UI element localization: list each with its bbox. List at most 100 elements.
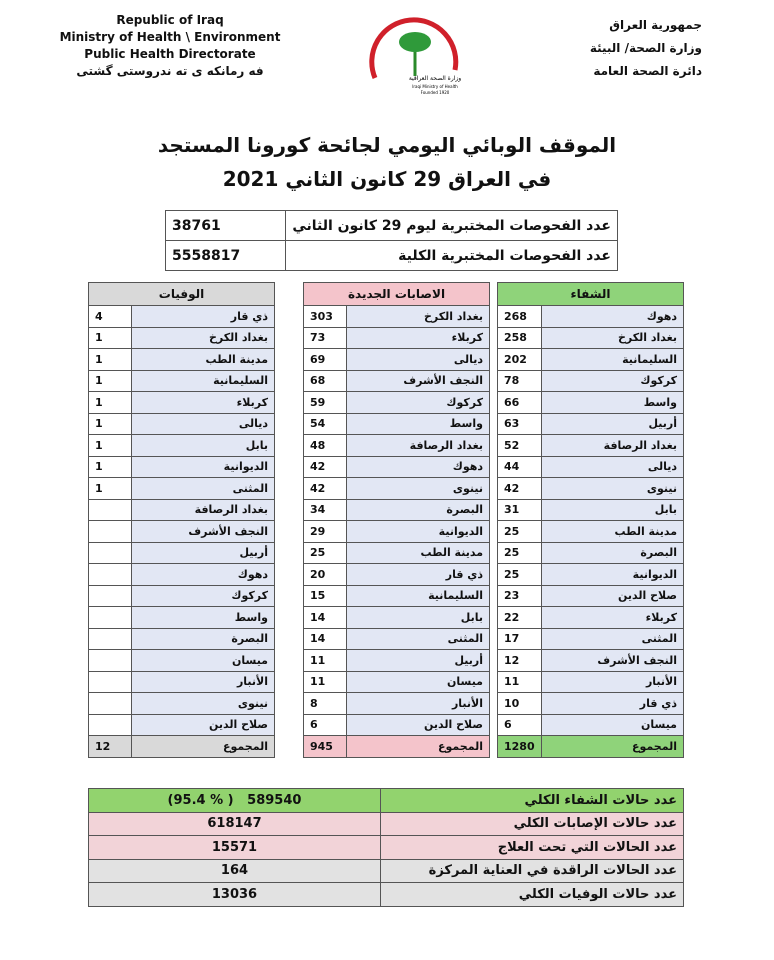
table-row: صلاح الدين 6	[303, 713, 490, 736]
region-value: 1	[88, 434, 132, 457]
table-row: ذي قار 20	[303, 563, 490, 586]
table-row: دهوك	[88, 563, 275, 586]
region-value: 23	[497, 584, 542, 607]
summary-table: عدد حالات الشفاء الكلي (95.4 % ) 589540 عد…	[88, 788, 684, 907]
region-name: البصرة	[540, 541, 685, 564]
region-name: صلاح الدين	[540, 584, 685, 607]
table-row: بابل 1	[88, 434, 275, 457]
region-value: 20	[303, 563, 347, 586]
region-name: بغداد الكرخ	[540, 326, 685, 349]
region-name: بغداد الرصافة	[131, 498, 275, 521]
table-header: الوفيات	[88, 282, 275, 306]
summary-label: عدد حالات الإصابات الكلي	[380, 811, 684, 836]
region-value: 1	[88, 348, 132, 371]
table-row: واسط	[88, 606, 275, 629]
region-value: 63	[497, 412, 542, 435]
region-value: 1	[88, 391, 132, 414]
region-value: 6	[497, 713, 542, 736]
region-name: كركوك	[346, 391, 490, 414]
table-row: كركوك 59	[303, 391, 490, 414]
region-name: المثنى	[540, 627, 685, 650]
summary-value-cell: 618147	[88, 811, 381, 836]
region-value: 17	[497, 627, 542, 650]
region-name: الديوانية	[131, 455, 275, 478]
header-line: فه رمانكه ى ته ندروستى گشتى	[76, 64, 264, 78]
region-value	[88, 606, 132, 629]
region-value	[88, 713, 132, 736]
summary-value-cell: (95.4 % ) 589540	[88, 788, 381, 813]
region-name: مدينة الطب	[540, 520, 685, 543]
region-name: كربلاء	[131, 391, 275, 414]
summary-label: عدد الحالات الراقدة في العناية المركزة	[380, 858, 684, 883]
region-name: السليمانية	[131, 369, 275, 392]
total-value: 12	[88, 735, 132, 758]
table-row: كركوك 78	[497, 369, 685, 392]
region-name: السليمانية	[540, 348, 685, 371]
logo-arc	[369, 17, 459, 79]
table-row: نينوى 42	[497, 477, 685, 500]
total-row: المجموع 1280	[497, 735, 685, 758]
header-right: جمهورية العراق وزارة الصحة/ البيئة دائرة ا…	[590, 14, 702, 83]
region-value: 25	[497, 520, 542, 543]
table-row: أربيل 63	[497, 412, 685, 435]
table-row: الديوانية 29	[303, 520, 490, 543]
total-value: 1280	[497, 735, 542, 758]
tests-row: عدد الفحوصات المختبرية الكلية 5558817	[164, 240, 618, 271]
table-row: ميسان	[88, 649, 275, 672]
region-value: 10	[497, 692, 542, 715]
tests-label: عدد الفحوصات المختبرية الكلية	[285, 240, 618, 271]
region-value: 31	[497, 498, 542, 521]
summary-value-cell: 13036	[88, 882, 381, 907]
table-row: الديوانية 1	[88, 455, 275, 478]
header-left: Republic of Iraq Ministry of Health \ Env…	[40, 12, 300, 80]
region-value: 42	[497, 477, 542, 500]
summary-row: عدد حالات الشفاء الكلي (95.4 % ) 589540	[88, 788, 684, 813]
region-name: بغداد الكرخ	[346, 305, 490, 328]
region-name: صلاح الدين	[131, 713, 275, 736]
region-value: 78	[497, 369, 542, 392]
summary-value-cell: 164	[88, 858, 381, 883]
region-name: نينوى	[131, 692, 275, 715]
region-name: النجف الأشرف	[346, 369, 490, 392]
region-name: مدينة الطب	[131, 348, 275, 371]
table-header-row: الاصابات الجديدة	[303, 282, 490, 306]
region-name: نينوى	[346, 477, 490, 500]
region-value	[88, 563, 132, 586]
region-value: 6	[303, 713, 347, 736]
region-value: 1	[88, 412, 132, 435]
region-value: 48	[303, 434, 347, 457]
region-name: المثنى	[346, 627, 490, 650]
title-line: في العراق 29 كانون الثاني 2021	[222, 167, 552, 191]
table-row: بابل 31	[497, 498, 685, 521]
title-line: الموقف الوبائي اليومي لجائحة كورونا المس…	[157, 133, 617, 157]
logo-text: وزارة الصحة العراقية	[409, 75, 461, 82]
region-value	[88, 670, 132, 693]
header-line: جمهورية العراق	[609, 18, 702, 32]
summary-label: عدد حالات الوفيات الكلي	[380, 882, 684, 907]
table-row: السليمانية 1	[88, 369, 275, 392]
region-name: دهوك	[540, 305, 685, 328]
summary-label: عدد الحالات التي تحت العلاج	[380, 835, 684, 860]
logo: وزارة الصحة العراقية Iraqi Ministry of H…	[369, 17, 461, 95]
table-row: كربلاء 1	[88, 391, 275, 414]
region-value: 25	[303, 541, 347, 564]
table-row: كربلاء 73	[303, 326, 490, 349]
region-name: نينوى	[540, 477, 685, 500]
region-value: 258	[497, 326, 542, 349]
table-row: ذي قار 4	[88, 305, 275, 328]
summary-value: 13036	[211, 886, 258, 902]
total-label: المجموع	[540, 735, 685, 758]
logo-crown	[399, 32, 431, 52]
table-header: الاصابات الجديدة	[303, 282, 490, 306]
logo-text: Founded 1920	[421, 90, 450, 95]
table-row: بابل 14	[303, 606, 490, 629]
region-value: 29	[303, 520, 347, 543]
table-row: الأنبار 11	[497, 670, 685, 693]
region-name: الأنبار	[540, 670, 685, 693]
region-value	[88, 627, 132, 650]
region-name: واسط	[540, 391, 685, 414]
region-value: 303	[303, 305, 347, 328]
tests-label: عدد الفحوصات المختبرية ليوم 29 كانون الث…	[285, 210, 618, 241]
region-value: 25	[497, 541, 542, 564]
region-name: ذي قار	[346, 563, 490, 586]
